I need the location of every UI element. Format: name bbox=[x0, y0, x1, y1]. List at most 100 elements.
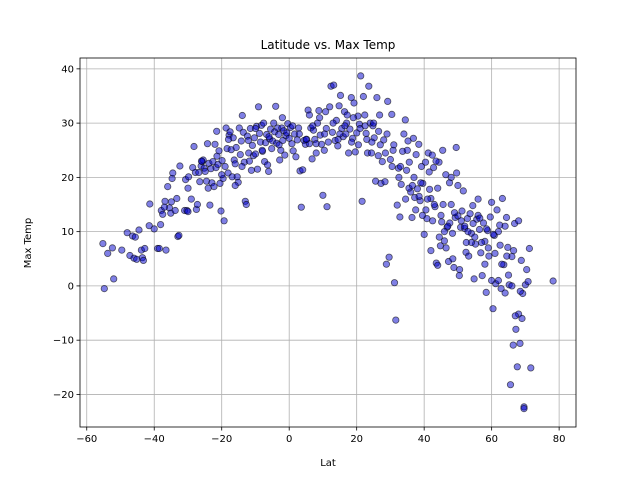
data-point bbox=[357, 72, 365, 80]
data-point bbox=[263, 161, 272, 169]
data-point bbox=[359, 92, 367, 101]
data-point bbox=[162, 246, 170, 254]
data-point bbox=[305, 111, 313, 119]
data-point bbox=[213, 127, 221, 135]
data-point bbox=[270, 119, 278, 127]
data-point bbox=[491, 249, 499, 257]
data-point bbox=[449, 255, 457, 263]
data-point bbox=[482, 225, 491, 233]
data-point bbox=[413, 185, 421, 193]
data-point bbox=[385, 253, 393, 261]
data-point bbox=[509, 341, 517, 349]
data-point bbox=[503, 252, 511, 260]
data-point bbox=[512, 325, 520, 333]
data-point bbox=[220, 217, 228, 225]
data-point bbox=[281, 151, 289, 159]
data-point bbox=[481, 260, 489, 268]
data-point bbox=[470, 275, 478, 283]
x-tick-label: 0 bbox=[286, 434, 292, 445]
data-point bbox=[164, 183, 172, 191]
x-tick-label: −40 bbox=[144, 434, 165, 445]
data-point bbox=[320, 130, 329, 138]
data-point bbox=[346, 125, 354, 133]
data-point bbox=[218, 171, 226, 179]
data-point bbox=[429, 164, 438, 172]
data-point bbox=[123, 229, 131, 237]
data-point bbox=[496, 241, 504, 249]
data-point bbox=[437, 211, 445, 219]
data-point bbox=[321, 108, 330, 116]
data-point bbox=[184, 184, 192, 192]
data-point bbox=[401, 116, 409, 124]
data-point bbox=[440, 237, 448, 245]
chart-title: Latitude vs. Max Temp bbox=[261, 38, 396, 52]
data-point bbox=[293, 136, 301, 144]
data-point bbox=[254, 103, 263, 111]
data-point bbox=[320, 146, 328, 154]
data-point bbox=[485, 252, 493, 260]
data-point bbox=[173, 194, 181, 203]
data-point bbox=[458, 207, 466, 215]
data-point bbox=[238, 111, 246, 120]
y-tick-label: 40 bbox=[61, 64, 74, 75]
data-point bbox=[278, 114, 286, 122]
data-point bbox=[176, 162, 184, 170]
data-point bbox=[459, 187, 467, 195]
data-point bbox=[487, 276, 496, 285]
data-point bbox=[518, 314, 526, 323]
data-point bbox=[383, 130, 391, 138]
data-point bbox=[242, 200, 250, 209]
data-point bbox=[361, 111, 369, 119]
data-point bbox=[396, 213, 404, 221]
data-point bbox=[160, 203, 168, 211]
data-point bbox=[381, 178, 389, 186]
data-point bbox=[221, 162, 229, 171]
data-point bbox=[445, 179, 454, 187]
data-point bbox=[251, 124, 260, 133]
data-point bbox=[396, 162, 405, 171]
data-point bbox=[447, 200, 455, 209]
data-point bbox=[477, 249, 485, 257]
data-point bbox=[250, 134, 258, 142]
data-point bbox=[388, 162, 396, 171]
data-point bbox=[201, 167, 209, 175]
data-point bbox=[264, 167, 273, 175]
data-point bbox=[187, 195, 195, 203]
data-point bbox=[410, 173, 418, 181]
data-point bbox=[403, 146, 411, 154]
data-point bbox=[336, 91, 345, 100]
x-tick-label: −20 bbox=[211, 434, 232, 445]
data-point bbox=[390, 279, 399, 287]
data-point bbox=[330, 81, 338, 89]
data-point bbox=[248, 141, 256, 149]
data-point bbox=[328, 128, 336, 136]
data-point bbox=[471, 233, 479, 241]
data-point bbox=[489, 230, 497, 238]
data-point bbox=[408, 213, 416, 222]
data-point bbox=[423, 195, 432, 203]
data-point bbox=[276, 156, 284, 164]
data-point bbox=[211, 140, 219, 148]
data-point bbox=[376, 141, 384, 149]
data-point bbox=[415, 192, 423, 200]
data-point bbox=[341, 122, 349, 130]
data-point bbox=[294, 124, 303, 132]
data-point bbox=[380, 136, 388, 144]
data-point bbox=[171, 206, 179, 215]
data-point bbox=[226, 128, 234, 136]
y-tick-label: 20 bbox=[61, 173, 74, 184]
data-point bbox=[444, 222, 452, 230]
data-point bbox=[373, 94, 381, 102]
y-tick-label: −20 bbox=[53, 390, 74, 401]
data-point bbox=[268, 145, 276, 153]
y-axis-ticks: −20 −10 0 10 20 30 40 bbox=[53, 64, 80, 401]
data-point bbox=[405, 158, 413, 166]
data-point bbox=[292, 153, 300, 161]
data-point bbox=[275, 130, 283, 139]
data-point bbox=[517, 256, 525, 264]
data-point bbox=[462, 238, 470, 247]
data-point bbox=[358, 197, 366, 205]
y-tick-label: 10 bbox=[61, 227, 74, 238]
x-axis-label: Lat bbox=[320, 458, 336, 469]
